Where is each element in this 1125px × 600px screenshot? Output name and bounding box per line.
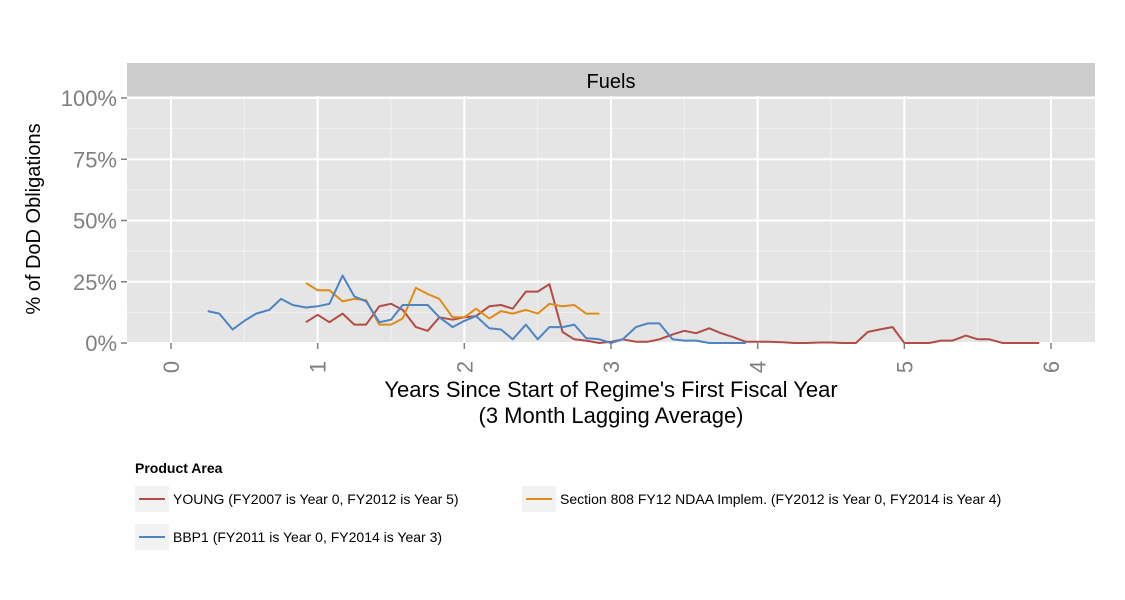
x-tick-label: 6 [1039,361,1064,373]
x-axis-label: Years Since Start of Regime's First Fisc… [384,377,837,428]
facet-title: Fuels [587,71,636,93]
x-tick-label: 4 [746,361,771,373]
series-line-2 [207,274,746,344]
x-tick-label: 2 [452,361,477,373]
x-tick-label: 0 [159,361,184,373]
x-axis-label-line: (3 Month Lagging Average) [479,403,744,428]
legend-key-young [135,486,169,512]
x-tick-label: 5 [892,361,917,373]
legend-label-bbp1: BBP1 (FY2011 is Year 0, FY2014 is Year 3… [173,529,443,545]
grid [127,96,1095,344]
legend-item-young: YOUNG (FY2007 is Year 0, FY2012 is Year … [135,486,459,512]
legend: Product Area YOUNG (FY2007 is Year 0, FY… [135,460,1115,590]
legend-label-young: YOUNG (FY2007 is Year 0, FY2012 is Year … [173,491,459,507]
x-ticks: 0 1 2 3 4 5 6 [159,343,1064,373]
legend-key-bbp1 [135,524,169,550]
legend-item-bbp1: BBP1 (FY2011 is Year 0, FY2014 is Year 3… [135,524,442,550]
x-tick-label: 1 [306,361,331,373]
legend-item-section-808: Section 808 FY12 NDAA Implem. (FY2012 is… [522,486,1001,512]
legend-label-section-808: Section 808 FY12 NDAA Implem. (FY2012 is… [560,491,1002,507]
legend-title: Product Area [135,460,223,476]
series-line-1 [305,282,600,326]
legend-key-section-808 [522,486,556,512]
series-lines [207,274,1040,344]
x-axis-label-line: Years Since Start of Regime's First Fisc… [384,377,837,402]
y-tick-label: 100% [61,86,117,111]
y-tick-label: 75% [73,147,117,172]
x-tick-label: 3 [599,361,624,373]
y-tick-label: 0% [85,331,117,356]
facet-strip [127,63,1095,96]
y-ticks: 0% 25% 50% 75% 100% [61,86,127,356]
series-line-0 [305,283,1040,344]
y-axis-label: % of DoD Obligations [23,123,45,314]
y-tick-label: 25% [73,270,117,295]
y-tick-label: 50% [73,209,117,234]
